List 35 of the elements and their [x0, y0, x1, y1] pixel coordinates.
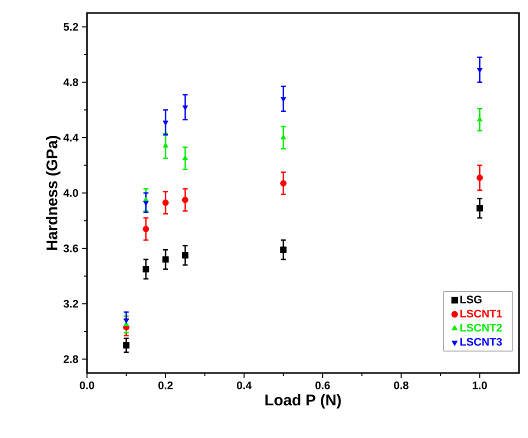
point	[476, 174, 483, 181]
y-tick-label: 3.2	[64, 300, 78, 308]
point	[123, 318, 130, 324]
point	[476, 68, 483, 73]
x-tick-label: 0.8	[394, 382, 408, 390]
x-tick-label: 0.4	[236, 382, 252, 390]
y-axis-title: Hardness (GPa)	[46, 136, 60, 250]
point	[162, 256, 169, 263]
point	[142, 266, 150, 272]
y-tick-label: 4.4	[63, 134, 78, 142]
point	[143, 200, 149, 206]
y-tick-label: 4.8	[63, 78, 78, 86]
x-tick-label: 0.0	[80, 382, 94, 390]
legend-label: LSCNT2	[460, 324, 502, 332]
legend-label: LSG	[460, 296, 482, 304]
y-tick-label: 4.0	[63, 189, 78, 197]
point	[162, 200, 169, 206]
x-tick-label: 0.6	[315, 382, 330, 390]
y-tick-label: 3.6	[64, 244, 78, 252]
point	[280, 246, 287, 253]
x-tick-label: 1.0	[472, 382, 487, 390]
legend-label: LSCNT1	[460, 310, 502, 318]
point	[182, 252, 188, 258]
y-tick-label: 5.2	[64, 22, 78, 31]
point	[182, 196, 188, 204]
point	[142, 226, 150, 232]
x-tick-label: 0.2	[158, 382, 173, 390]
x-axis-title: Load P (N)	[265, 394, 341, 408]
point	[123, 342, 130, 348]
legend-label: LSCNT3	[460, 338, 502, 346]
point	[280, 180, 287, 186]
point	[476, 205, 483, 212]
point	[182, 155, 188, 160]
y-tick-label: 2.8	[64, 355, 78, 364]
point	[182, 105, 188, 110]
